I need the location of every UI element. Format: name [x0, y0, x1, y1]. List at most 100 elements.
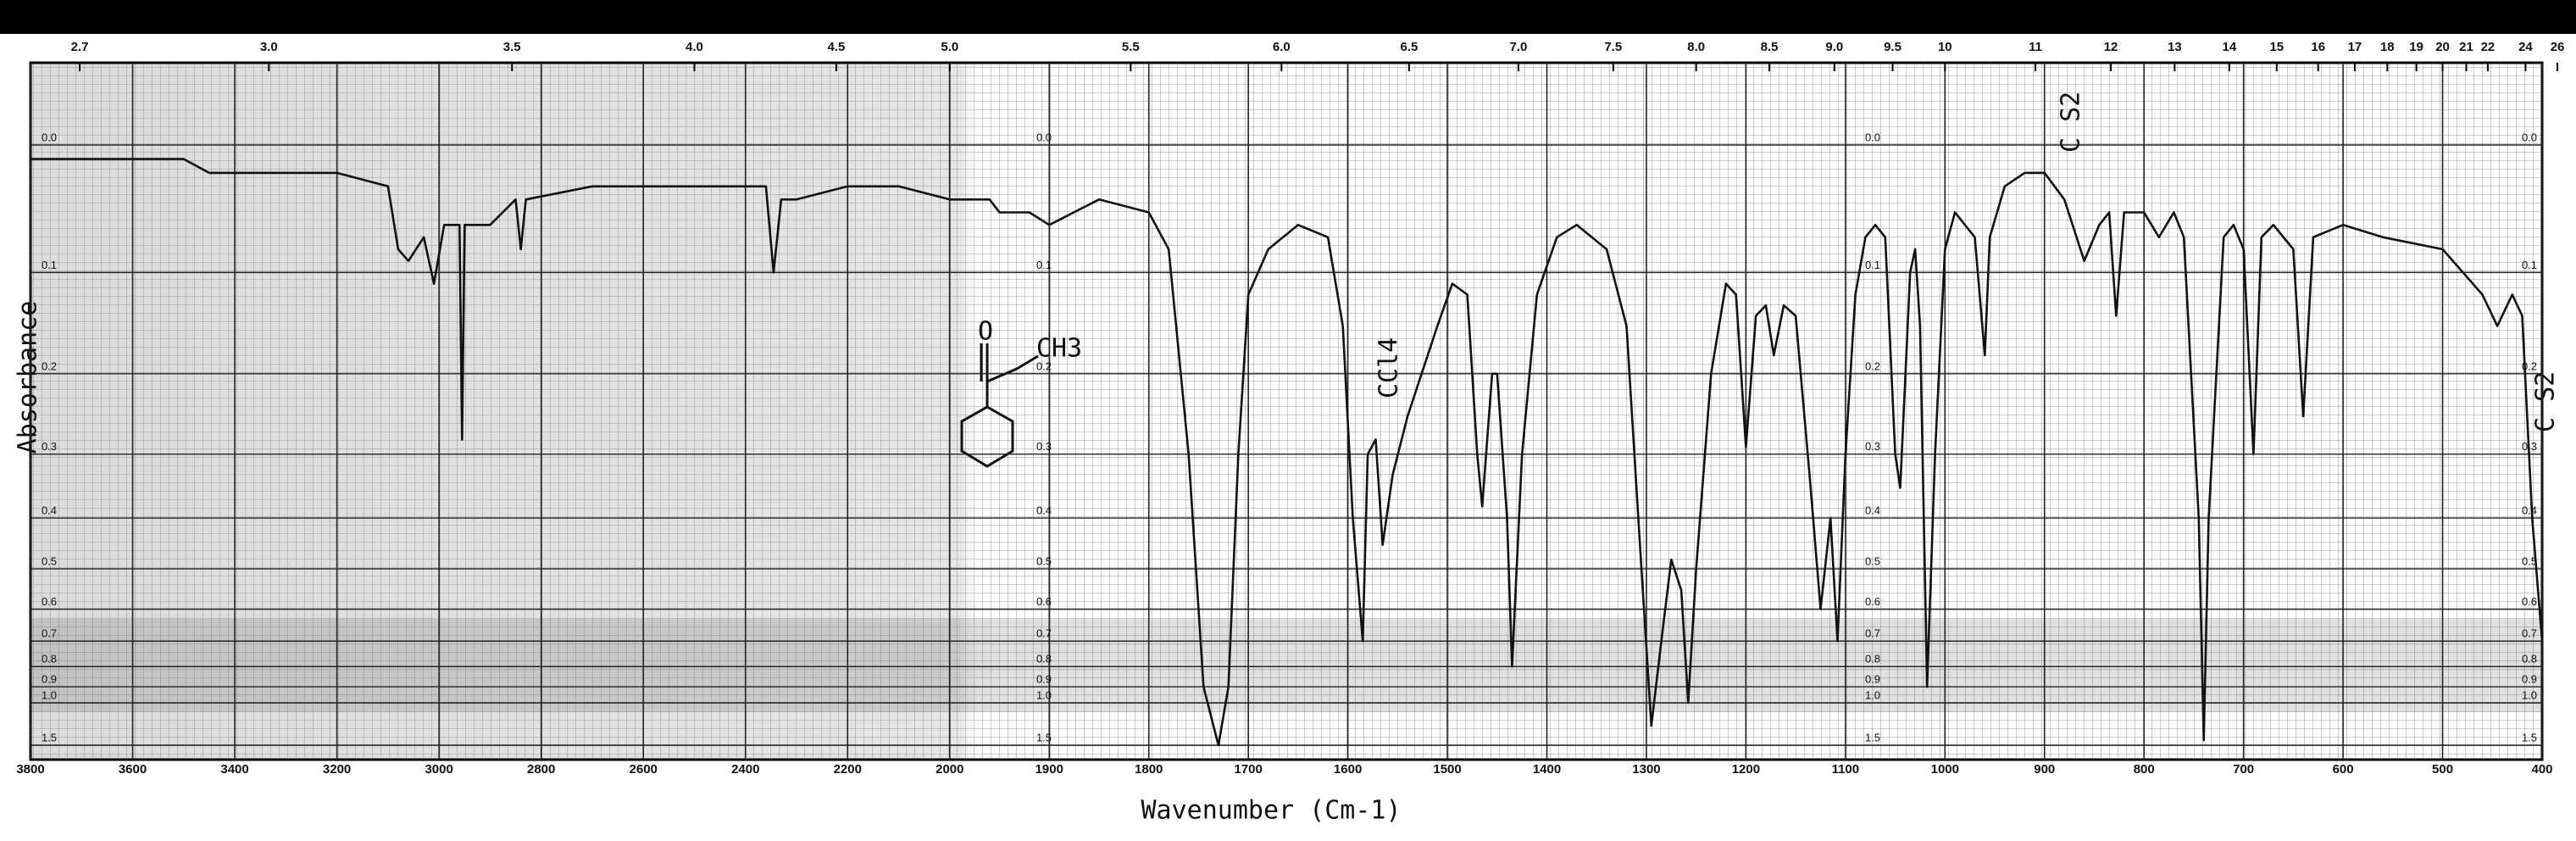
- x-tick-label: 2600: [630, 762, 658, 777]
- annotation: C S2: [2057, 92, 2086, 153]
- top-bar: [0, 0, 2576, 34]
- y-tick-label: 0.7: [1036, 627, 1052, 640]
- paper-band: [31, 619, 2542, 712]
- y-tick-label: 0.6: [1865, 595, 1880, 608]
- x-tick-label: 1000: [1931, 762, 1959, 777]
- y-tick-label: 1.5: [42, 731, 57, 744]
- y-tick-label: 1.5: [1036, 731, 1052, 744]
- y-tick-label: 0.5: [1036, 554, 1052, 567]
- y-tick-label: 0.6: [1036, 595, 1052, 608]
- x2-tick-label: 8.0: [1687, 40, 1705, 54]
- x2-tick-label: 9.0: [1825, 40, 1843, 54]
- y-tick-label: 1.0: [42, 688, 57, 701]
- x-tick-label: 500: [2432, 762, 2453, 777]
- x2-tick-label: 10: [1938, 40, 1952, 54]
- x-tick-label: 2800: [527, 762, 555, 777]
- annotation: C S2: [2531, 371, 2561, 432]
- y-tick-label: 0.3: [1036, 440, 1052, 453]
- y-tick-label: 0.6: [42, 595, 57, 608]
- y-tick-label: 0.8: [42, 653, 57, 666]
- annotation: CCl4: [1374, 337, 1404, 398]
- x2-tick-label: 5.0: [941, 40, 958, 54]
- x2-tick-label: 5.5: [1122, 40, 1140, 54]
- y-tick-label: 0.2: [42, 359, 57, 372]
- x2-tick-label: 7.5: [1604, 40, 1622, 54]
- y-tick-label: 0.9: [42, 673, 57, 686]
- x2-tick-label: 3.5: [503, 40, 521, 54]
- y-tick-label: 0.8: [2522, 653, 2537, 666]
- y-tick-label: 1.0: [1036, 688, 1052, 701]
- x2-tick-label: 6.0: [1273, 40, 1291, 54]
- x2-tick-label: 15: [2269, 40, 2284, 54]
- y-tick-label: 0.1: [1865, 259, 1880, 271]
- x-tick-label: 1700: [1234, 762, 1262, 777]
- x-tick-label: 3200: [323, 762, 351, 777]
- y-tick-label: 0.4: [42, 504, 57, 516]
- x2-tick-label: 8.5: [1761, 40, 1779, 54]
- x-tick-label: 2000: [935, 762, 963, 777]
- y-tick-label: 0.2: [1036, 359, 1052, 372]
- y-tick-label: 0.7: [42, 627, 57, 640]
- y-tick-label: 0.2: [1865, 359, 1880, 372]
- y-tick-label: 0.5: [2522, 554, 2537, 567]
- x2-tick-label: 21: [2459, 40, 2473, 54]
- x-tick-label: 1500: [1433, 762, 1461, 777]
- x2-tick-label: 12: [2104, 40, 2118, 54]
- x-tick-label: 3000: [425, 762, 452, 777]
- x2-tick-label: 16: [2311, 40, 2325, 54]
- x2-tick-label: 4.5: [827, 40, 845, 54]
- x2-tick-label: 2.7: [71, 40, 89, 54]
- x-tick-label: 3600: [119, 762, 147, 777]
- y-tick-label: 0.0: [2522, 131, 2537, 143]
- y-tick-label: 0.5: [1865, 554, 1880, 567]
- x-tick-label: 1300: [1632, 762, 1660, 777]
- y-tick-label: 0.7: [1865, 627, 1880, 640]
- molecule: [960, 343, 1039, 468]
- x2-tick-label: 20: [2435, 40, 2450, 54]
- x-tick-label: 3400: [220, 762, 248, 777]
- y-tick-label: 0.4: [1036, 504, 1052, 516]
- y-tick-label: 0.5: [42, 554, 57, 567]
- paper-shade: [31, 63, 2542, 760]
- x-tick-label: 800: [2134, 762, 2155, 777]
- spectrum-line: [31, 158, 2544, 747]
- y-tick-label: 0.1: [42, 259, 57, 271]
- y-tick-label: 0.9: [1865, 673, 1880, 686]
- x2-tick-label: 9.5: [1884, 40, 1901, 54]
- x-tick-label: 600: [2333, 762, 2354, 777]
- y-tick-label: 0.1: [2522, 259, 2537, 271]
- x-tick-label: 2400: [731, 762, 759, 777]
- y-tick-label: 0.8: [1036, 653, 1052, 666]
- x2-tick-label: 18: [2380, 40, 2395, 54]
- x-tick-label: 700: [2233, 762, 2254, 777]
- y-tick-label: 1.0: [2522, 688, 2537, 701]
- x2-tick-label: 24: [2518, 40, 2533, 54]
- annotation: O: [978, 317, 993, 347]
- annotation: CH3: [1036, 334, 1082, 364]
- x2-tick-label: 19: [2409, 40, 2423, 54]
- y-tick-label: 0.3: [42, 440, 57, 453]
- y-tick-label: 1.5: [2522, 731, 2537, 744]
- x2-tick-label: 17: [2348, 40, 2362, 54]
- x-tick-label: 400: [2531, 762, 2552, 777]
- y-tick-label: 0.1: [1036, 259, 1052, 271]
- y-tick-label: 0.7: [2522, 627, 2537, 640]
- x-tick-label: 1900: [1035, 762, 1063, 777]
- x2-tick-label: 3.0: [260, 40, 278, 54]
- x-tick-label: 1800: [1135, 762, 1163, 777]
- x2-tick-label: 6.5: [1400, 40, 1418, 54]
- x2-tick-label: 26: [2551, 40, 2565, 54]
- y-tick-label: 1.5: [1865, 731, 1880, 744]
- x2-tick-label: 13: [2168, 40, 2182, 54]
- y-tick-label: 0.0: [42, 131, 57, 143]
- x2-tick-label: 14: [2223, 40, 2237, 54]
- x-tick-label: 1400: [1533, 762, 1561, 777]
- y-tick-label: 0.4: [2522, 504, 2537, 516]
- y-axis-label: Absorbance: [14, 301, 43, 454]
- y-tick-label: 0.4: [1865, 504, 1880, 516]
- y-tick-label: 0.9: [2522, 673, 2537, 686]
- x-tick-label: 2200: [834, 762, 862, 777]
- x-tick-label: 1600: [1334, 762, 1362, 777]
- y-tick-label: 1.0: [1865, 688, 1880, 701]
